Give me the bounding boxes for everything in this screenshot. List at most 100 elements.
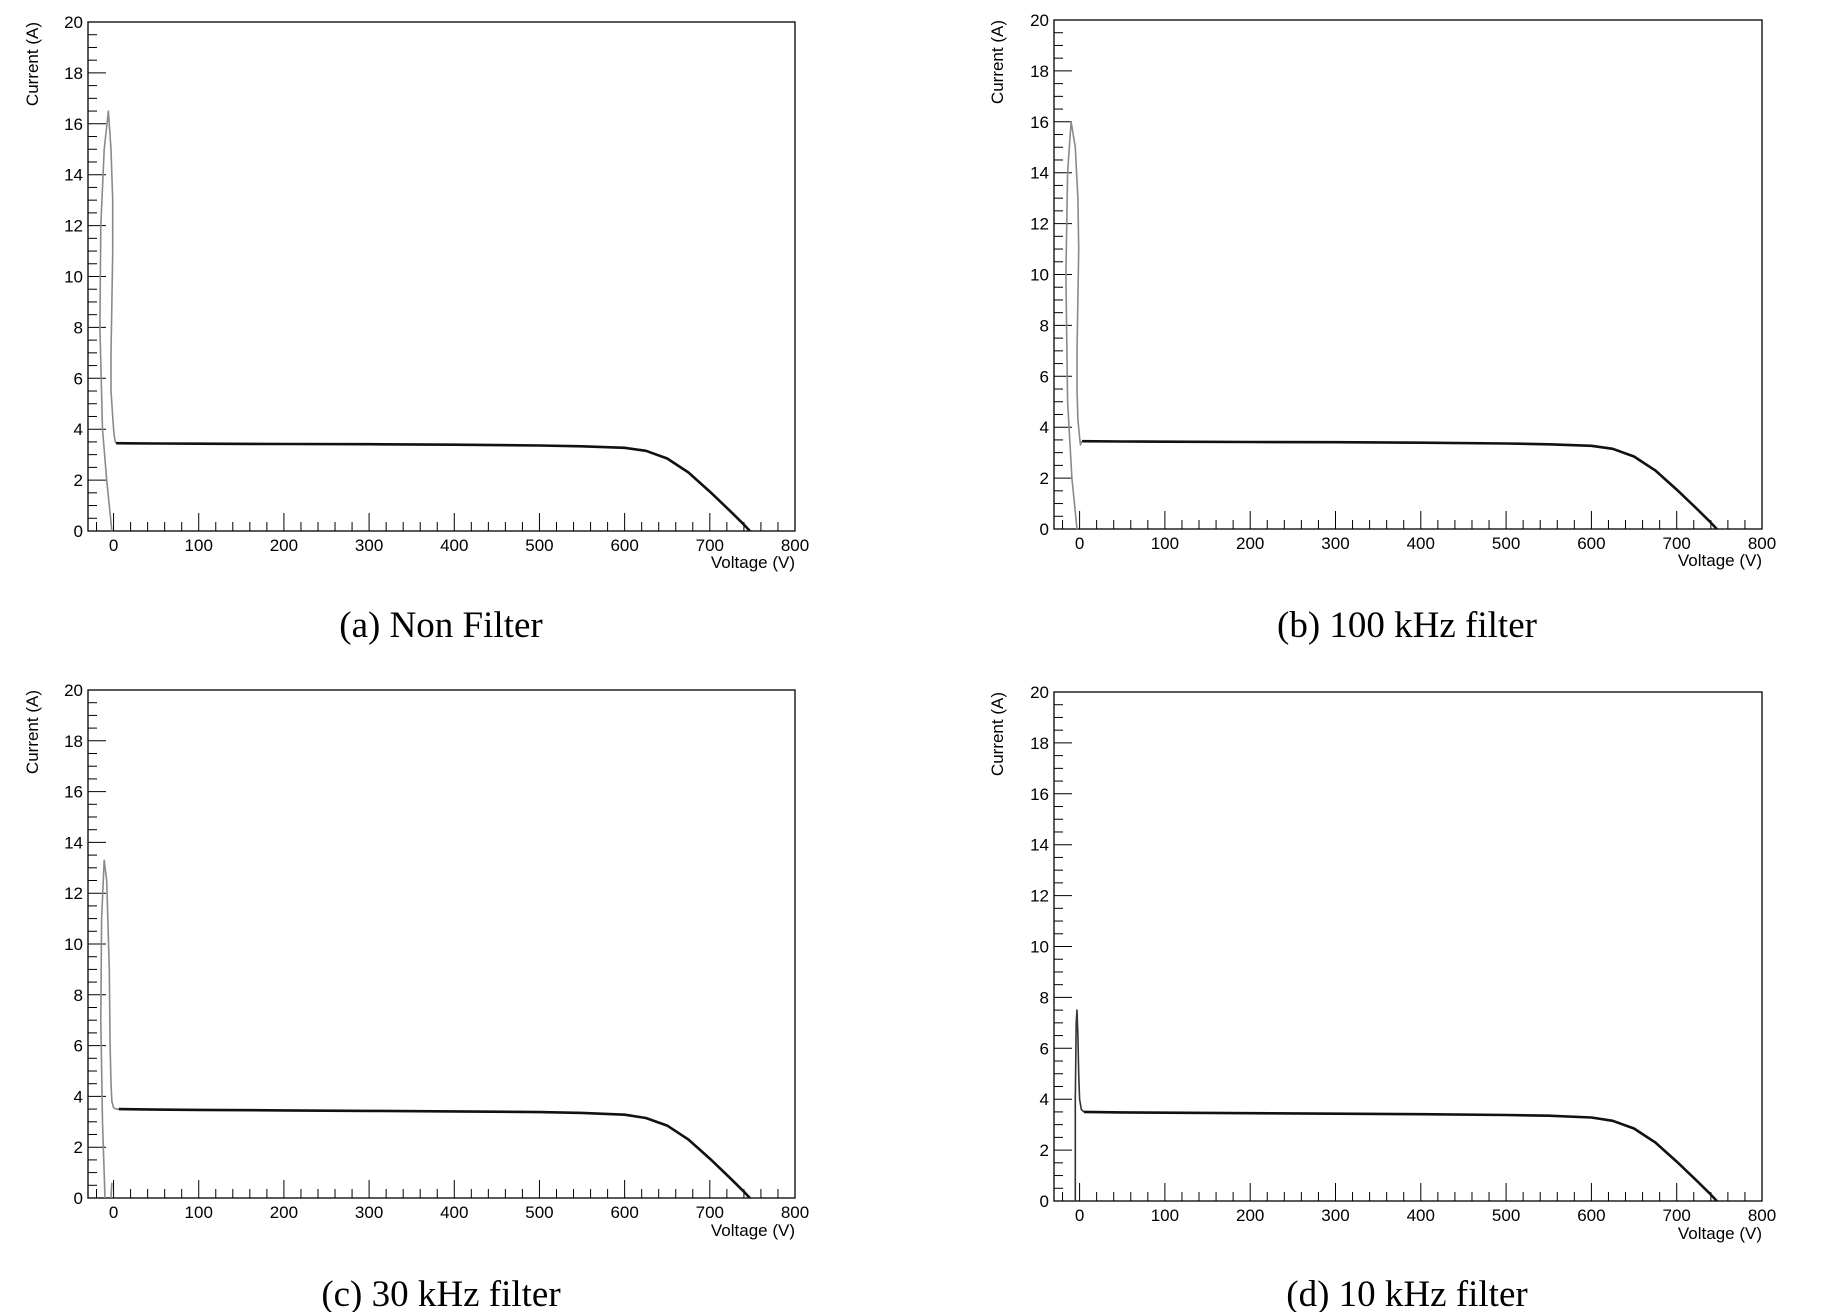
series-line-iv-curve [116, 441, 751, 532]
x-tick-label: 100 [1151, 1206, 1179, 1225]
x-tick-label: 300 [355, 1203, 383, 1222]
y-tick-label: 4 [74, 420, 83, 439]
x-axis-label: Voltage (V) [1678, 1224, 1762, 1243]
y-tick-label: 4 [74, 1087, 83, 1106]
y-tick-label: 8 [1040, 988, 1049, 1007]
x-tick-label: 800 [1748, 1206, 1776, 1225]
x-tick-label: 200 [270, 536, 298, 555]
panel-caption: (a) Non Filter [339, 605, 542, 646]
y-tick-label: 20 [1030, 683, 1049, 702]
y-tick-label: 18 [64, 732, 83, 751]
y-tick-label: 4 [1040, 418, 1049, 437]
y-tick-label: 10 [1030, 266, 1049, 285]
y-tick-label: 16 [1030, 113, 1049, 132]
x-tick-label: 700 [1663, 1206, 1691, 1225]
x-tick-label: 200 [1236, 534, 1264, 553]
y-tick-label: 6 [74, 1037, 83, 1056]
y-tick-label: 14 [64, 833, 83, 852]
y-tick-label: 16 [1030, 785, 1049, 804]
x-tick-label: 600 [1577, 1206, 1605, 1225]
x-tick-label: 800 [1748, 534, 1776, 553]
x-tick-label: 700 [1663, 534, 1691, 553]
y-tick-label: 20 [64, 13, 83, 32]
y-tick-label: 6 [1040, 1039, 1049, 1058]
x-tick-label: 500 [1492, 1206, 1520, 1225]
x-tick-label: 800 [781, 536, 809, 555]
x-tick-label: 400 [440, 1203, 468, 1222]
y-tick-label: 6 [74, 369, 83, 388]
x-axis-label: Voltage (V) [711, 1221, 795, 1240]
x-tick-label: 800 [781, 1203, 809, 1222]
y-axis-label: Current (A) [23, 22, 42, 106]
panel-caption: (c) 30 kHz filter [321, 1274, 560, 1312]
series-line-iv-curve [1083, 1110, 1718, 1202]
y-tick-label: 20 [64, 681, 83, 700]
x-tick-label: 100 [185, 1203, 213, 1222]
x-tick-label: 0 [1075, 534, 1084, 553]
panel-caption: (d) 10 kHz filter [1286, 1274, 1527, 1312]
y-tick-label: 2 [1040, 1141, 1049, 1160]
y-tick-label: 0 [1040, 1192, 1049, 1211]
x-tick-label: 100 [185, 536, 213, 555]
panel-caption: (b) 100 kHz filter [1277, 605, 1537, 646]
y-tick-label: 8 [74, 986, 83, 1005]
x-tick-label: 400 [1407, 534, 1435, 553]
plot-frame [87, 21, 796, 532]
y-tick-label: 18 [1030, 734, 1049, 753]
x-axis-label: Voltage (V) [1678, 551, 1762, 570]
y-axis-label: Current (A) [23, 690, 42, 774]
y-axis-label: Current (A) [988, 692, 1007, 776]
y-axis-label: Current (A) [988, 20, 1007, 104]
x-tick-label: 0 [1075, 1206, 1084, 1225]
y-tick-label: 2 [74, 471, 83, 490]
y-tick-label: 18 [64, 64, 83, 83]
series-line-iv-curve [1082, 439, 1718, 530]
y-tick-label: 20 [1030, 11, 1049, 30]
x-tick-label: 400 [440, 536, 468, 555]
x-tick-label: 500 [525, 536, 553, 555]
x-tick-label: 500 [525, 1203, 553, 1222]
y-tick-label: 14 [1030, 164, 1049, 183]
x-tick-label: 100 [1151, 534, 1179, 553]
y-tick-label: 14 [64, 166, 83, 185]
y-tick-label: 0 [1040, 520, 1049, 539]
y-tick-label: 14 [1030, 836, 1049, 855]
series-line-transient [99, 110, 117, 532]
series-line-transient [1074, 1009, 1085, 1201]
y-tick-label: 10 [64, 268, 83, 287]
x-tick-label: 200 [270, 1203, 298, 1222]
y-tick-label: 16 [64, 783, 83, 802]
y-tick-label: 8 [74, 318, 83, 337]
x-tick-label: 600 [1577, 534, 1605, 553]
series-line-iv-curve [118, 1107, 751, 1199]
y-tick-label: 0 [74, 1189, 83, 1208]
y-tick-label: 18 [1030, 62, 1049, 81]
x-tick-label: 300 [1321, 1206, 1349, 1225]
x-tick-label: 600 [610, 1203, 638, 1222]
y-tick-label: 10 [64, 935, 83, 954]
y-tick-label: 2 [1040, 469, 1049, 488]
y-tick-label: 12 [64, 217, 83, 236]
y-tick-label: 6 [1040, 367, 1049, 386]
x-tick-label: 200 [1236, 1206, 1264, 1225]
x-tick-label: 0 [109, 536, 118, 555]
series-line-transient [100, 859, 119, 1199]
plot-frame [87, 689, 796, 1199]
x-tick-label: 500 [1492, 534, 1520, 553]
y-tick-label: 2 [74, 1138, 83, 1157]
y-tick-label: 12 [1030, 215, 1049, 234]
x-tick-label: 700 [696, 536, 724, 555]
y-tick-label: 10 [1030, 938, 1049, 957]
x-tick-label: 300 [355, 536, 383, 555]
series-line-transient [1065, 121, 1083, 530]
series-line-transient-tail [110, 1182, 113, 1199]
y-tick-label: 0 [74, 522, 83, 541]
y-tick-label: 12 [64, 884, 83, 903]
y-tick-label: 4 [1040, 1090, 1049, 1109]
x-tick-label: 300 [1321, 534, 1349, 553]
y-tick-label: 8 [1040, 316, 1049, 335]
